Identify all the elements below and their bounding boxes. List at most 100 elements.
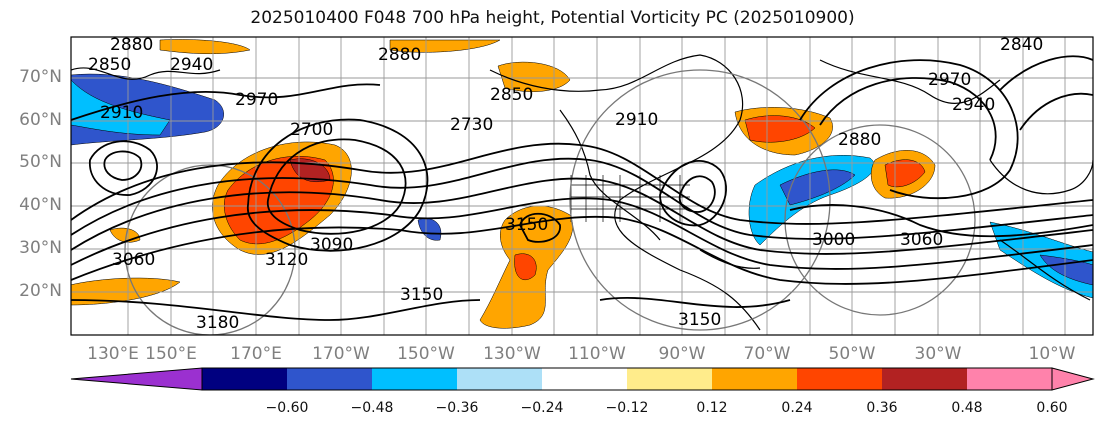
height-contour-line bbox=[71, 197, 1093, 270]
height-contour-line bbox=[103, 150, 143, 181]
contour-label: 2970 bbox=[928, 70, 971, 90]
colorbar-segment bbox=[457, 368, 542, 390]
colorbar-outline bbox=[201, 367, 1053, 391]
colorbar-segment bbox=[967, 368, 1052, 390]
height-contour-line bbox=[71, 157, 1093, 240]
map-title: 2025010400 F048 700 hPa height, Potentia… bbox=[250, 8, 855, 28]
colorbar-segment bbox=[797, 368, 882, 390]
map-frame bbox=[70, 36, 1094, 336]
contour-label: 2730 bbox=[450, 115, 493, 135]
longitude-label: 150°E bbox=[145, 344, 197, 364]
contour-label: 2880 bbox=[378, 45, 421, 65]
longitude-label: 130°W bbox=[483, 344, 541, 364]
contour-label: 2840 bbox=[1000, 35, 1043, 55]
longitude-label: 150°W bbox=[397, 344, 455, 364]
pv-shaded-region bbox=[389, 39, 501, 53]
height-contour-line bbox=[519, 212, 561, 243]
height-contour-line bbox=[799, 59, 1019, 200]
height-contour-line bbox=[1019, 92, 1093, 131]
pv-shaded-region bbox=[497, 61, 571, 92]
pv-shaded-region bbox=[989, 221, 1093, 299]
colorbar-segment bbox=[542, 368, 627, 390]
latitude-label: 60°N bbox=[19, 110, 62, 130]
latitude-label: 70°N bbox=[19, 67, 62, 87]
contour-label: 3120 bbox=[265, 250, 308, 270]
contour-label: 3060 bbox=[900, 230, 943, 250]
pv-shaded-region bbox=[779, 169, 856, 206]
lat-lon-grid bbox=[71, 37, 1093, 335]
colorbar-segment bbox=[712, 368, 797, 390]
colorbar-segment bbox=[202, 368, 287, 390]
longitude-label: 90°W bbox=[658, 344, 706, 364]
longitude-label: 170°W bbox=[312, 344, 370, 364]
contour-label: 2940 bbox=[952, 95, 995, 115]
pv-shaded-region bbox=[514, 253, 537, 280]
colorbar-tick-label: 0.12 bbox=[696, 400, 728, 416]
contour-label: 3150 bbox=[505, 215, 548, 235]
coastlines bbox=[71, 54, 1093, 331]
colorbar-segment bbox=[627, 368, 712, 390]
contour-label: 3180 bbox=[196, 313, 239, 333]
height-contour-line bbox=[71, 177, 1093, 255]
height-contour-line bbox=[71, 142, 1093, 225]
height-contour-line bbox=[659, 160, 727, 227]
longitude-label: 130°E bbox=[87, 344, 139, 364]
longitude-label: 70°W bbox=[743, 344, 791, 364]
longitude-label: 10°W bbox=[1028, 344, 1076, 364]
contour-label: 3060 bbox=[112, 250, 155, 270]
height-contour-line bbox=[246, 118, 429, 252]
contour-label: 2910 bbox=[100, 103, 143, 123]
contour-label: 3150 bbox=[678, 310, 721, 330]
latitude-label: 30°N bbox=[19, 238, 62, 258]
gray-reference-circles bbox=[124, 69, 976, 335]
height-contour-line bbox=[71, 299, 481, 321]
latitude-label: 50°N bbox=[19, 152, 62, 172]
longitude-label: 170°E bbox=[230, 344, 282, 364]
height-contour-line bbox=[266, 138, 407, 235]
colorbar-segments bbox=[70, 367, 1095, 391]
height-contour-line bbox=[819, 77, 997, 161]
colorbar-segment bbox=[372, 368, 457, 390]
contour-label: 2700 bbox=[290, 120, 333, 140]
height-contour-line bbox=[678, 175, 716, 213]
colorbar-segment bbox=[287, 368, 372, 390]
colorbar-tick-label: 0.60 bbox=[1036, 400, 1068, 416]
height-contour-line bbox=[599, 297, 791, 308]
colorbar-tick-label: −0.48 bbox=[350, 400, 394, 416]
height-contour-line bbox=[71, 83, 381, 121]
colorbar-tick-label: −0.24 bbox=[520, 400, 564, 416]
contour-label: 2910 bbox=[615, 110, 658, 130]
contour-label: 2850 bbox=[490, 85, 533, 105]
contour-label: 2880 bbox=[838, 130, 881, 150]
colorbar-tick-label: −0.12 bbox=[605, 400, 649, 416]
colorbar-tick-label: 0.24 bbox=[781, 400, 813, 416]
contour-label: 2970 bbox=[235, 90, 278, 110]
height-contour-line bbox=[89, 140, 158, 196]
contour-label: 2850 bbox=[88, 55, 131, 75]
colorbar-tick-label: 0.48 bbox=[951, 400, 983, 416]
pv-shaded-region bbox=[159, 39, 251, 54]
height-contour-line bbox=[789, 204, 1093, 238]
latitude-label: 20°N bbox=[19, 281, 62, 301]
pv-shaded-region bbox=[744, 115, 816, 143]
colorbar-low-extend bbox=[70, 367, 203, 391]
contour-label: 3090 bbox=[310, 235, 353, 255]
longitude-label: 50°W bbox=[828, 344, 876, 364]
latitude-label: 40°N bbox=[19, 195, 62, 215]
colorbar-tick-label: −0.36 bbox=[435, 400, 479, 416]
pv-shaded-region bbox=[71, 277, 181, 306]
contour-label: 3150 bbox=[400, 285, 443, 305]
height-contours bbox=[71, 55, 1093, 321]
colorbar-tick-label: 0.36 bbox=[866, 400, 898, 416]
colorbar-segment bbox=[882, 368, 967, 390]
contour-label: 2940 bbox=[170, 55, 213, 75]
colorbar-tick-label: −0.60 bbox=[265, 400, 309, 416]
contour-label: 2880 bbox=[110, 35, 153, 55]
colorbar-high-extend bbox=[1051, 367, 1095, 391]
longitude-label: 30°W bbox=[914, 344, 962, 364]
longitude-label: 110°W bbox=[568, 344, 626, 364]
contour-label: 3000 bbox=[812, 230, 855, 250]
height-contour-line bbox=[999, 55, 1093, 91]
